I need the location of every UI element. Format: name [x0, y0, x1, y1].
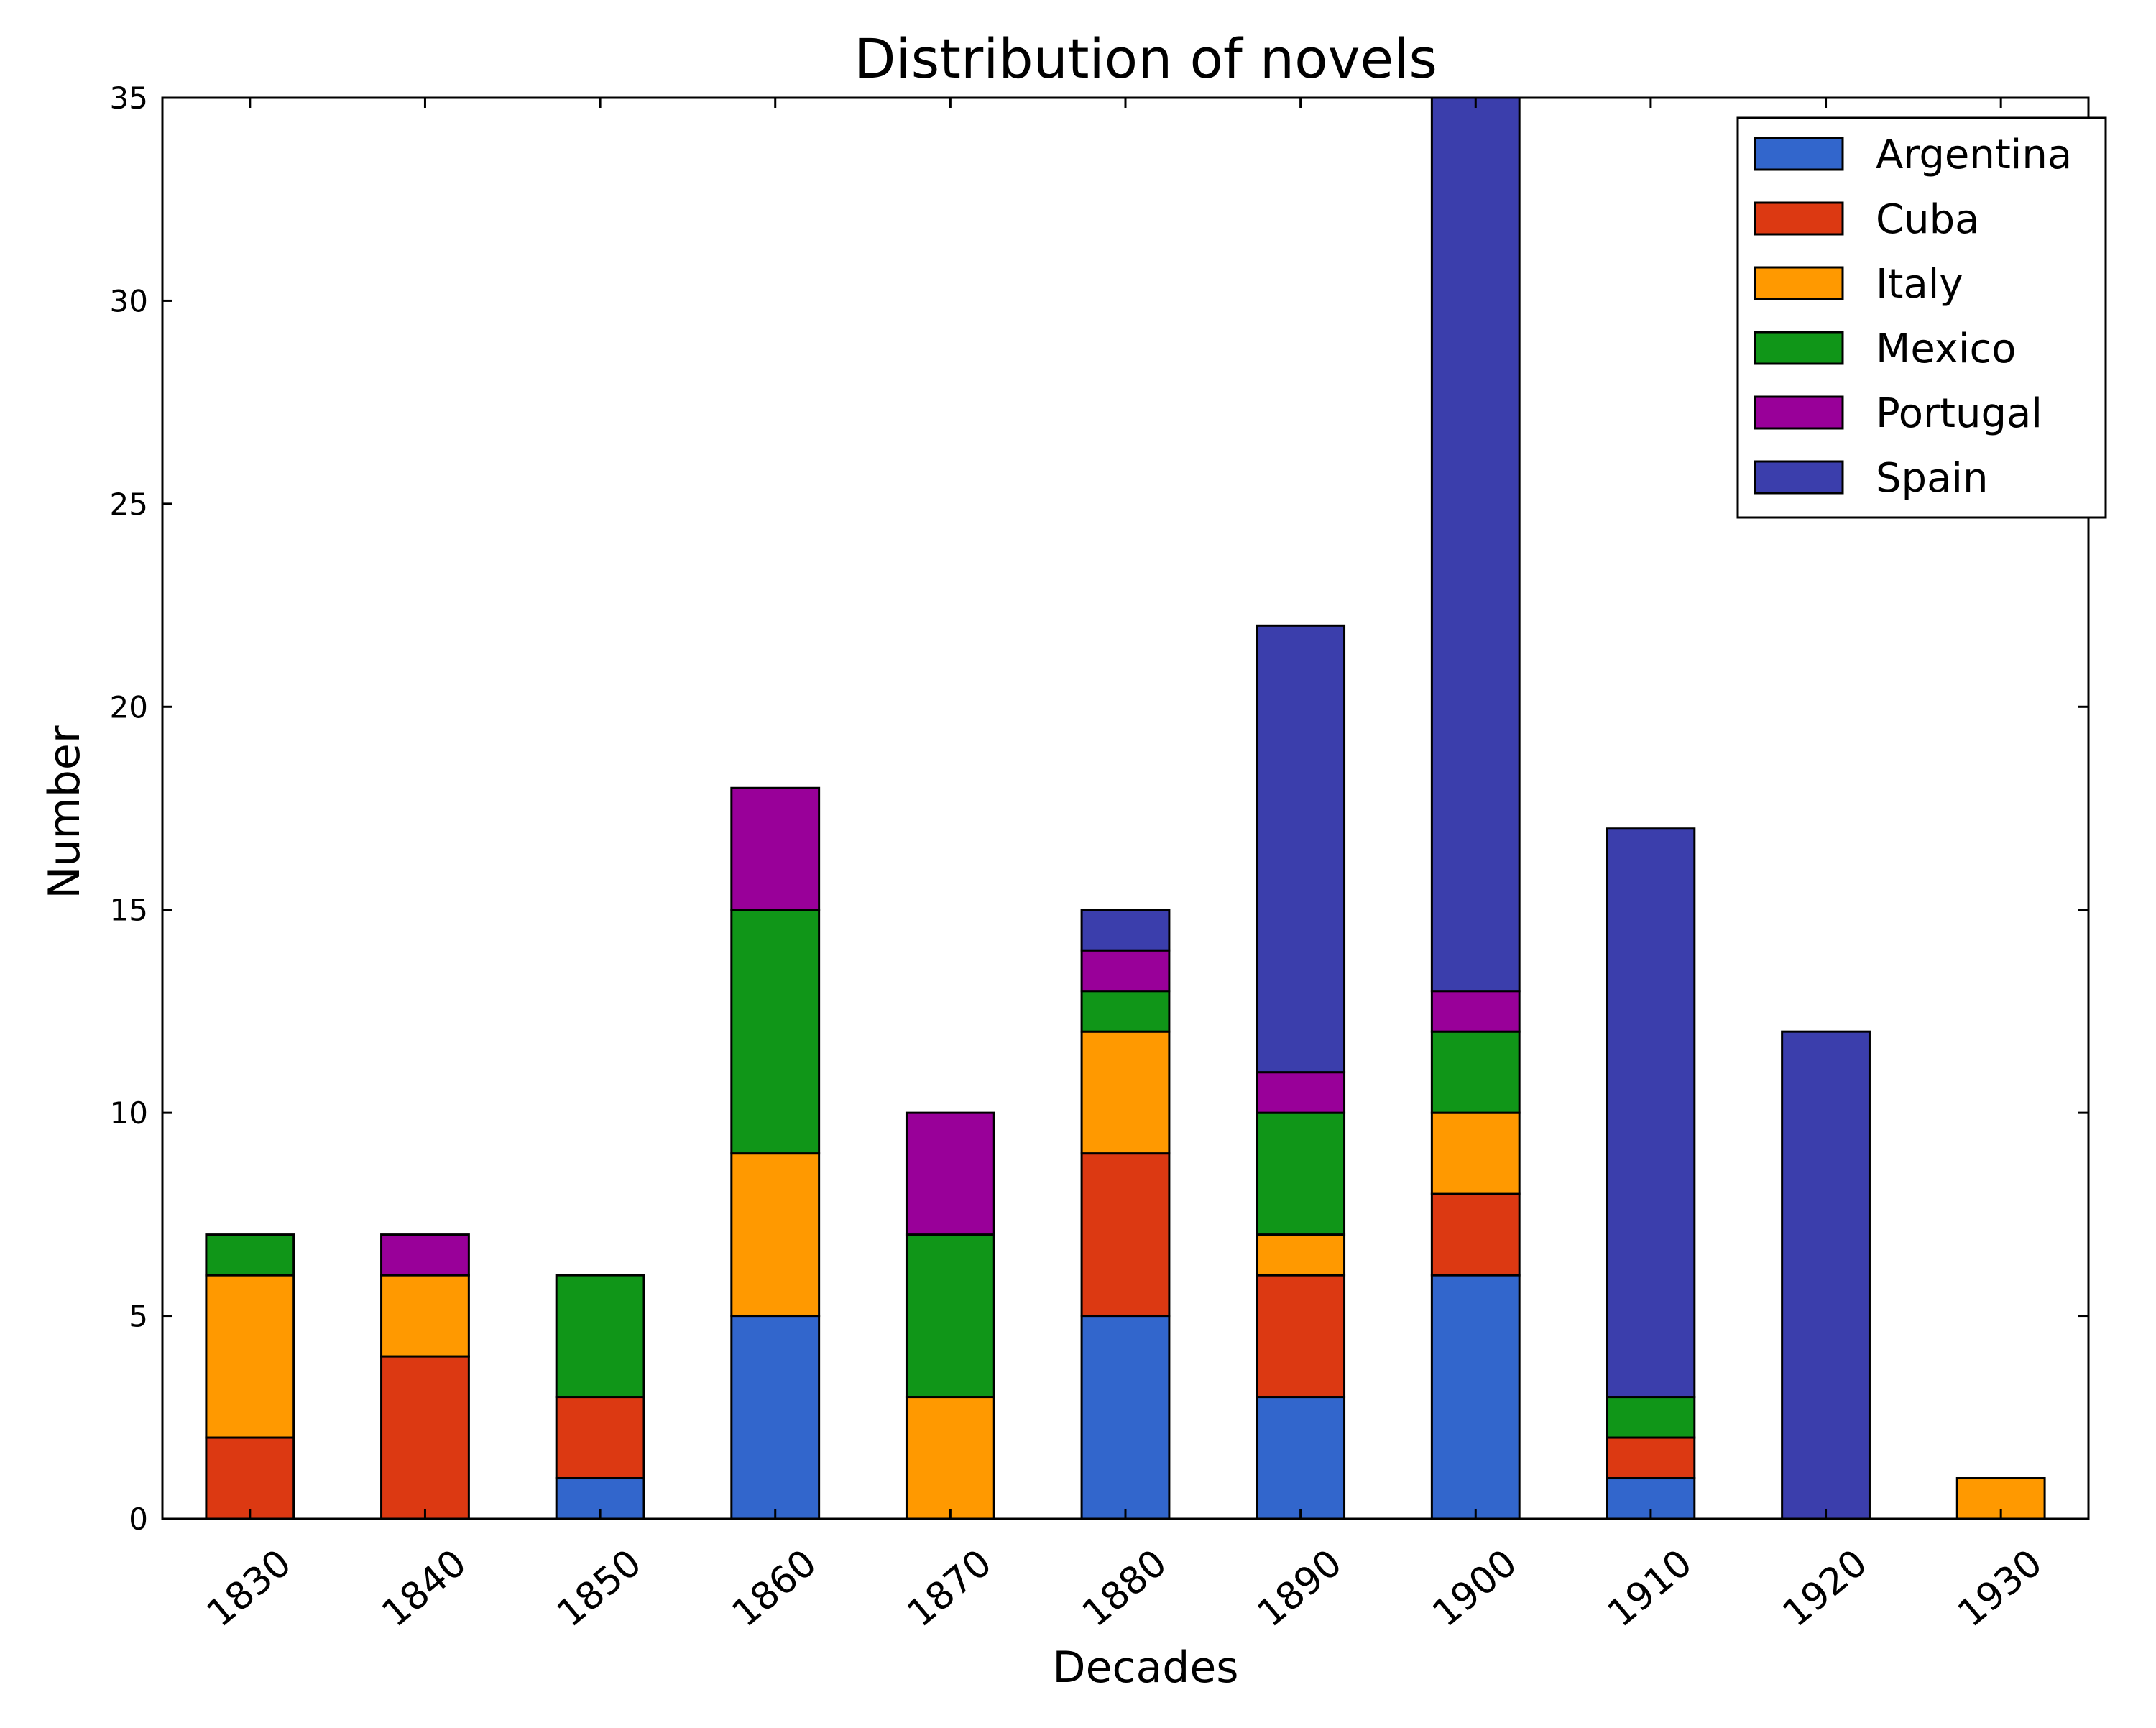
bar-argentina-1890: [1256, 1396, 1346, 1520]
bar-mexico-1880: [1080, 990, 1171, 1033]
bar-mexico-1850: [555, 1274, 645, 1399]
bar-argentina-1900: [1430, 1274, 1521, 1520]
legend-swatch-argentina: [1754, 137, 1844, 171]
bar-italy-1870: [905, 1396, 995, 1520]
y-tick-label: 20: [110, 689, 148, 725]
legend-label-cuba: Cuba: [1876, 196, 1979, 243]
bar-cuba-1890: [1256, 1274, 1346, 1399]
chart-title: Distribution of novels: [854, 27, 1437, 91]
bar-portugal-1900: [1430, 990, 1521, 1033]
x-axis-label: Decades: [1052, 1642, 1238, 1693]
bar-cuba-1910: [1606, 1436, 1696, 1480]
bar-portugal-1840: [380, 1233, 470, 1277]
plot-frame: [161, 96, 2090, 1520]
legend-label-portugal: Portugal: [1876, 390, 2042, 437]
legend-box: [1736, 116, 2107, 519]
bar-mexico-1830: [205, 1233, 295, 1277]
bar-argentina-1880: [1080, 1315, 1171, 1520]
legend-label-argentina: Argentina: [1876, 132, 2072, 178]
bar-mexico-1890: [1256, 1111, 1346, 1236]
bar-italy-1880: [1080, 1030, 1171, 1155]
bar-portugal-1890: [1256, 1071, 1346, 1114]
y-axis-label: Number: [40, 725, 90, 899]
bar-italy-1860: [730, 1152, 821, 1318]
y-tick-label: 5: [129, 1299, 148, 1334]
legend-label-spain: Spain: [1876, 455, 1988, 502]
legend: Argentina Cuba Italy Mexico Portugal Spain: [1736, 116, 2107, 519]
bar-portugal-1880: [1080, 949, 1171, 993]
legend-label-italy: Italy: [1876, 261, 1963, 308]
legend-swatch-spain: [1754, 460, 1844, 495]
bar-portugal-1860: [730, 786, 821, 911]
legend-swatch-portugal: [1754, 395, 1844, 430]
bar-mexico-1860: [730, 909, 821, 1155]
bar-spain-1910: [1606, 827, 1696, 1399]
bar-mexico-1900: [1430, 1030, 1521, 1114]
bars-layer: [205, 96, 2046, 1520]
bar-cuba-1900: [1430, 1192, 1521, 1277]
bar-mexico-1870: [905, 1233, 995, 1399]
bar-argentina-1860: [730, 1315, 821, 1520]
legend-swatch-mexico: [1754, 331, 1844, 365]
bar-spain-1920: [1781, 1030, 1871, 1520]
y-tick-label: 25: [110, 487, 148, 522]
bar-italy-1830: [205, 1274, 295, 1439]
bar-cuba-1850: [555, 1396, 645, 1480]
bar-italy-1890: [1256, 1233, 1346, 1277]
bar-mexico-1910: [1606, 1396, 1696, 1439]
bar-cuba-1830: [205, 1436, 295, 1520]
legend-label-mexico: Mexico: [1876, 326, 2017, 372]
bar-portugal-1870: [905, 1111, 995, 1236]
bar-italy-1840: [380, 1274, 470, 1358]
y-tick-label: 30: [110, 283, 148, 318]
bar-cuba-1880: [1080, 1152, 1171, 1318]
bar-cuba-1840: [380, 1355, 470, 1520]
bar-spain-1880: [1080, 909, 1171, 952]
y-tick-label: 35: [110, 81, 148, 116]
legend-swatch-italy: [1754, 266, 1844, 300]
bar-spain-1890: [1256, 624, 1346, 1074]
legend-swatch-cuba: [1754, 201, 1844, 236]
y-tick-label: 15: [110, 893, 148, 928]
y-tick-label: 10: [110, 1095, 148, 1131]
bar-spain-1900: [1430, 96, 1521, 993]
y-tick-label: 0: [129, 1502, 148, 1537]
bar-italy-1900: [1430, 1111, 1521, 1195]
